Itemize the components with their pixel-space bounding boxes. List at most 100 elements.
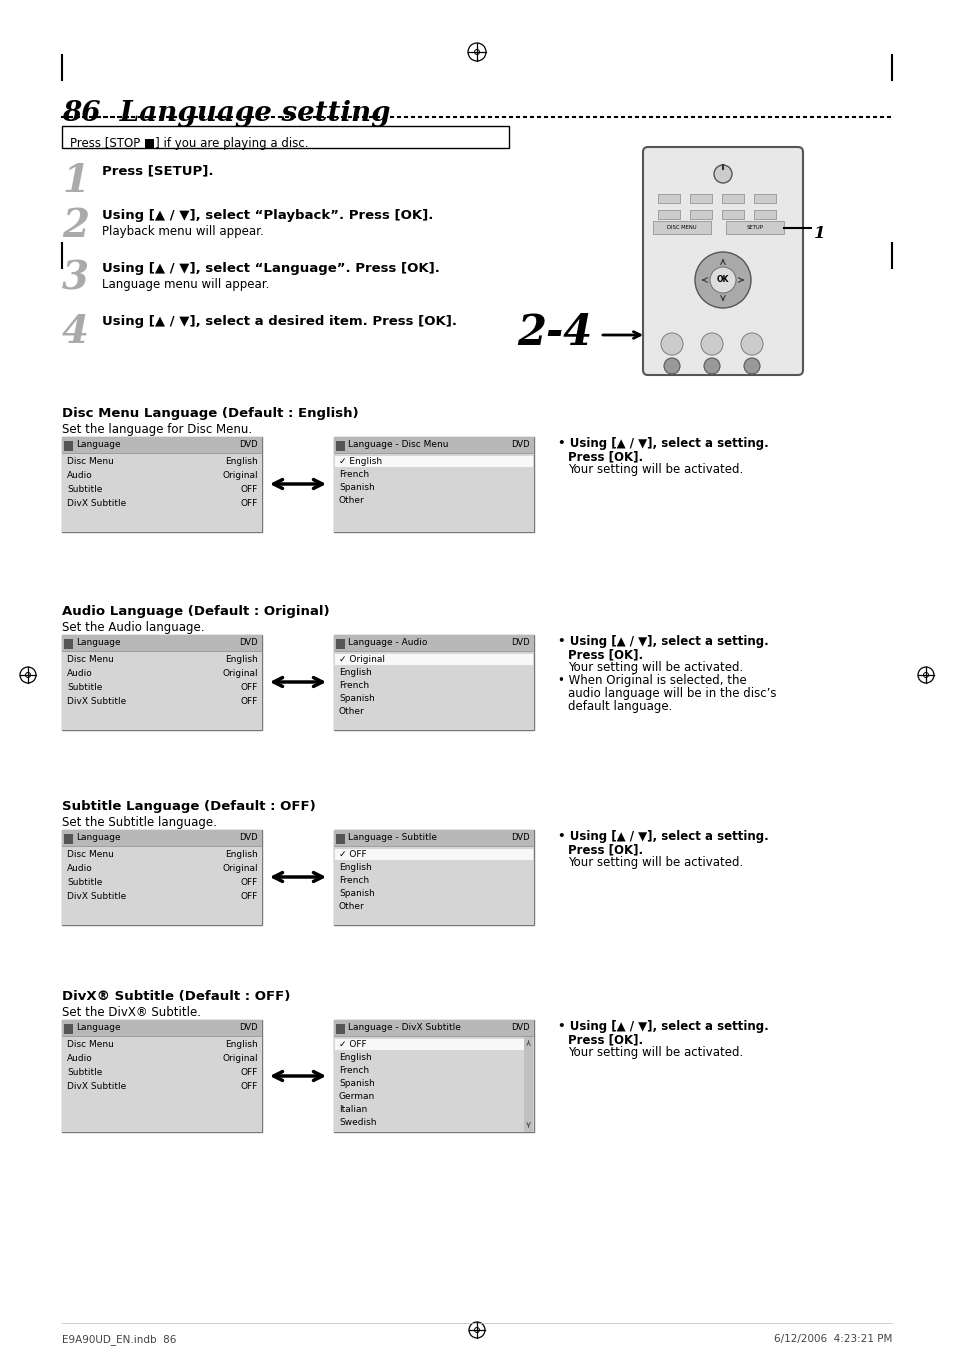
Bar: [725, 222, 783, 234]
Text: Other: Other: [338, 902, 364, 911]
Text: 4: 4: [62, 313, 89, 351]
Bar: [335, 834, 345, 844]
Text: Using [▲ / ▼], select a desired item. Press [OK].: Using [▲ / ▼], select a desired item. Pr…: [102, 315, 456, 328]
Bar: [64, 639, 73, 648]
Text: Set the language for Disc Menu.: Set the language for Disc Menu.: [62, 423, 252, 436]
Text: DVD: DVD: [239, 638, 257, 647]
Text: Original: Original: [222, 865, 257, 873]
Text: OFF: OFF: [240, 684, 257, 692]
Circle shape: [700, 332, 722, 355]
Bar: [335, 654, 533, 665]
Bar: [335, 848, 533, 861]
Text: DivX Subtitle: DivX Subtitle: [67, 697, 126, 707]
Text: Your setting will be activated.: Your setting will be activated.: [567, 1046, 742, 1059]
Text: Original: Original: [222, 1054, 257, 1063]
Text: Other: Other: [338, 707, 364, 716]
Text: Using [▲ / ▼], select “Playback”. Press [OK].: Using [▲ / ▼], select “Playback”. Press …: [102, 209, 433, 222]
Text: 6/12/2006  4:23:21 PM: 6/12/2006 4:23:21 PM: [773, 1333, 891, 1344]
Bar: [62, 436, 262, 453]
Bar: [62, 651, 262, 730]
Text: Language - Subtitle: Language - Subtitle: [348, 834, 436, 842]
Text: Language: Language: [76, 638, 120, 647]
Text: 86  Language setting: 86 Language setting: [62, 100, 390, 127]
Text: Your setting will be activated.: Your setting will be activated.: [567, 857, 742, 869]
Text: Audio: Audio: [67, 1054, 92, 1063]
Bar: [523, 1036, 533, 1132]
Text: DivX® Subtitle (Default : OFF): DivX® Subtitle (Default : OFF): [62, 990, 290, 1002]
Text: • When Original is selected, the: • When Original is selected, the: [558, 674, 746, 688]
Text: OFF: OFF: [240, 1082, 257, 1092]
Text: Disc Menu: Disc Menu: [67, 1040, 113, 1048]
Bar: [62, 635, 262, 730]
Text: Spanish: Spanish: [338, 1079, 375, 1088]
Bar: [658, 209, 679, 219]
Text: Spanish: Spanish: [338, 484, 375, 492]
Text: DivX Subtitle: DivX Subtitle: [67, 1082, 126, 1092]
Text: Language - Audio: Language - Audio: [348, 638, 427, 647]
Bar: [334, 436, 534, 453]
Text: Spanish: Spanish: [338, 694, 375, 703]
Text: DivX Subtitle: DivX Subtitle: [67, 892, 126, 901]
Text: English: English: [338, 863, 372, 871]
Bar: [335, 1039, 523, 1050]
Text: Italian: Italian: [338, 1105, 367, 1115]
Text: Disc Menu: Disc Menu: [67, 850, 113, 859]
Bar: [721, 195, 743, 203]
Text: Swedish: Swedish: [338, 1119, 376, 1127]
Text: OK: OK: [716, 274, 728, 284]
Text: Subtitle: Subtitle: [67, 684, 102, 692]
Text: 2: 2: [62, 207, 89, 245]
Text: Subtitle: Subtitle: [67, 1069, 102, 1077]
Text: Audio: Audio: [67, 669, 92, 678]
Bar: [62, 453, 262, 532]
Text: Subtitle: Subtitle: [67, 485, 102, 494]
Text: DVD: DVD: [511, 440, 530, 449]
Bar: [62, 436, 262, 532]
Circle shape: [663, 358, 679, 374]
Text: English: English: [225, 457, 257, 466]
Text: English: English: [225, 655, 257, 663]
Circle shape: [703, 358, 720, 374]
Bar: [753, 209, 775, 219]
Text: Audio: Audio: [67, 865, 92, 873]
Bar: [334, 830, 534, 925]
Bar: [62, 1020, 262, 1132]
Bar: [334, 1036, 534, 1132]
Text: Original: Original: [222, 471, 257, 480]
Text: English: English: [338, 1052, 372, 1062]
Text: Other: Other: [338, 496, 364, 505]
Text: 1: 1: [813, 226, 824, 242]
Text: Disc Menu Language (Default : English): Disc Menu Language (Default : English): [62, 407, 358, 420]
Text: Language - DivX Subtitle: Language - DivX Subtitle: [348, 1023, 460, 1032]
Text: English: English: [338, 667, 372, 677]
Text: DivX Subtitle: DivX Subtitle: [67, 499, 126, 508]
Text: Original: Original: [222, 669, 257, 678]
Text: Disc Menu: Disc Menu: [67, 655, 113, 663]
Text: Language - Disc Menu: Language - Disc Menu: [348, 440, 448, 449]
Bar: [64, 1024, 73, 1034]
Bar: [689, 209, 711, 219]
Text: Press [STOP ■] if you are playing a disc.: Press [STOP ■] if you are playing a disc…: [70, 136, 308, 150]
Text: DISC MENU: DISC MENU: [666, 226, 696, 230]
Text: French: French: [338, 1066, 369, 1075]
Text: Subtitle: Subtitle: [67, 878, 102, 888]
Circle shape: [709, 267, 735, 293]
Bar: [335, 440, 345, 451]
Text: Language: Language: [76, 834, 120, 842]
Text: • Using [▲ / ▼], select a setting.: • Using [▲ / ▼], select a setting.: [558, 436, 768, 450]
Text: OFF: OFF: [240, 1069, 257, 1077]
Bar: [753, 195, 775, 203]
Text: ✓ OFF: ✓ OFF: [338, 850, 366, 859]
Bar: [334, 453, 534, 532]
Bar: [62, 830, 262, 925]
Bar: [62, 126, 509, 149]
Bar: [334, 846, 534, 925]
Bar: [334, 635, 534, 730]
Circle shape: [743, 358, 760, 374]
Bar: [62, 635, 262, 651]
Text: OFF: OFF: [240, 485, 257, 494]
Text: SETUP: SETUP: [746, 226, 762, 230]
Text: Using [▲ / ▼], select “Language”. Press [OK].: Using [▲ / ▼], select “Language”. Press …: [102, 262, 439, 276]
Bar: [334, 1020, 534, 1132]
Text: Spanish: Spanish: [338, 889, 375, 898]
